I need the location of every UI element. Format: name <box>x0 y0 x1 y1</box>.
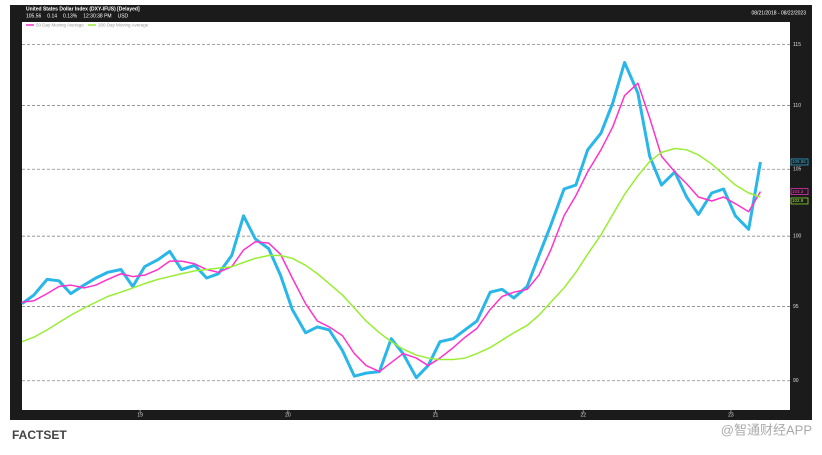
last-value-label: 105.56 <box>792 159 806 164</box>
x-tick-label: 22 <box>580 412 586 418</box>
legend-label: 200 Day Moving Average <box>98 23 149 28</box>
y-tick-label: 115 <box>793 42 801 48</box>
last-value-tag <box>790 197 809 205</box>
series-line <box>21 82 762 373</box>
legend-label: 50 Day Moving Average <box>36 23 84 28</box>
y-tick-label: 90 <box>793 378 799 384</box>
quote-field: 0.13% <box>63 13 78 19</box>
quote-field: 105.56 <box>26 13 42 19</box>
x-tick-label: 20 <box>285 412 291 418</box>
x-tick-label: 21 <box>433 412 439 418</box>
date-range: 08/21/2018 - 08/22/2023 <box>752 10 807 16</box>
last-value-tag <box>790 158 809 166</box>
last-value-label: 102.9 <box>792 198 804 203</box>
y-tick-label: 110 <box>793 103 801 109</box>
plot-area <box>22 22 790 410</box>
watermark: @智通财经APP <box>721 422 812 437</box>
x-tick-label: 19 <box>137 412 143 418</box>
quote-field: USD <box>118 13 129 19</box>
y-tick-label: 100 <box>793 234 802 240</box>
series-line <box>21 147 761 361</box>
y-tick-label: 95 <box>793 304 799 310</box>
source: FACTSET <box>12 428 67 442</box>
quote-field: 12:30:38 PM <box>83 13 111 19</box>
last-value-label: 103.3 <box>792 189 804 194</box>
last-value-tag <box>790 188 809 196</box>
x-tick-label: 23 <box>728 412 734 418</box>
quote-field: 0.14 <box>47 13 57 19</box>
y-tick-label: 105 <box>793 167 802 173</box>
chart-title: United States Dollar Index (DXY-IFUS) [D… <box>26 6 140 12</box>
series-line <box>21 60 762 380</box>
